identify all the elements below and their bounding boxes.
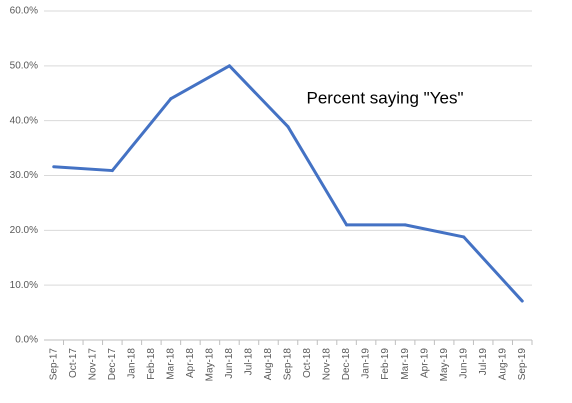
y-tick-label: 50.0%: [10, 60, 38, 71]
x-tick-label: Feb-18: [146, 348, 157, 380]
x-tick-label: Jan-18: [126, 348, 137, 379]
line-segment: [286, 125, 349, 227]
x-tick-label: Dec-18: [341, 348, 352, 381]
x-tick-label: Feb-19: [380, 348, 391, 380]
x-tick-label: Aug-19: [497, 348, 508, 381]
x-tick-label: Dec-17: [107, 348, 118, 381]
y-tick-label: 30.0%: [10, 170, 38, 181]
x-tick-label: Mar-19: [400, 348, 411, 380]
x-tick-label: Apr-18: [185, 348, 196, 378]
x-tick-label: Jan-19: [361, 348, 372, 379]
x-tick-label: Sep-18: [283, 348, 294, 381]
x-tick-label: Jul-18: [244, 348, 255, 376]
x-tick-label: Mar-18: [166, 348, 177, 380]
line-segment: [227, 64, 290, 129]
x-tick-label: Nov-18: [322, 348, 333, 381]
x-tick-label: Sep-17: [48, 348, 59, 381]
y-tick-label: 0.0%: [15, 335, 38, 346]
y-tick-label: 40.0%: [10, 115, 38, 126]
x-tick-label: Oct-18: [302, 348, 313, 378]
line-segment: [52, 165, 114, 173]
y-tick-label: 20.0%: [10, 225, 38, 236]
x-tick-label: Jul-19: [478, 348, 489, 376]
line-segment: [169, 64, 231, 101]
x-tick-label: Jun-18: [224, 348, 235, 379]
x-tick-label: Oct-17: [68, 348, 79, 378]
line-segment: [462, 235, 524, 303]
x-tick-label: Apr-19: [419, 348, 430, 378]
line-segment: [110, 97, 173, 173]
y-tick-label: 10.0%: [10, 280, 38, 291]
x-tick-label: May-19: [439, 348, 450, 382]
x-tick-label: Nov-17: [87, 348, 98, 381]
x-tick-label: May-18: [205, 348, 216, 382]
x-tick-label: Aug-18: [263, 348, 274, 381]
y-tick-label: 60.0%: [10, 6, 38, 17]
annotation: Percent saying "Yes": [307, 88, 464, 107]
line-segment: [403, 223, 466, 239]
x-tick-label: Jun-19: [458, 348, 469, 379]
x-tick-label: Sep-19: [517, 348, 528, 381]
